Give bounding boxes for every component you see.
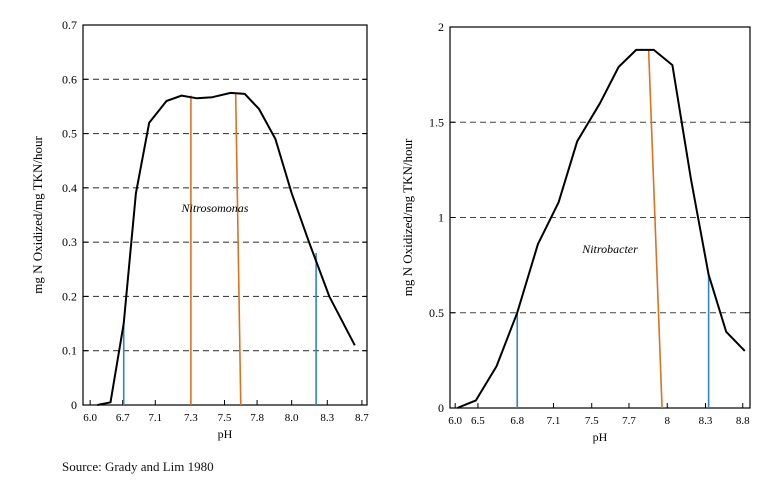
y-tick-label: 1.5: [429, 115, 444, 129]
x-tick-label: 8: [664, 415, 670, 427]
plot-frame: [82, 24, 368, 406]
x-tick-label: 6.7: [116, 412, 130, 424]
x-tick-label: 8.7: [355, 412, 369, 424]
y-tick-label: 0.6: [62, 72, 77, 86]
x-tick-label: 6.0: [448, 415, 462, 427]
y-tick-label: 0.7: [62, 18, 77, 32]
x-tick-label: 6.0: [83, 412, 97, 424]
y-tick-label: 0.2: [62, 289, 77, 303]
x-tick-label: 8.3: [699, 415, 713, 427]
x-tick-label: 7.5: [585, 415, 599, 427]
x-tick-label: 8.8: [736, 415, 750, 427]
x-tick-label: 7.3: [184, 412, 198, 424]
marker-line-2: [647, 49, 663, 409]
nitrosomonas-chart: 0 0.1 0.2 0.3 0.4 0.5 0.6 0.7 6.0 6.7 7.1 7.3 7.5 7.8…: [30, 18, 369, 441]
y-tick-label: 0: [71, 398, 77, 412]
x-tick-label: 7.5: [218, 412, 232, 424]
x-tick-label: 6.8: [510, 415, 524, 427]
x-tick-label: 7.7: [622, 415, 636, 427]
x-axis-label: pH: [593, 430, 608, 444]
x-tick-label: 7.8: [250, 412, 264, 424]
x-tick-label: 8.0: [285, 412, 299, 424]
organism-annotation: Nitrosomonas: [181, 201, 249, 215]
y-tick-label: 0.3: [62, 235, 77, 249]
x-tick-label: 6.5: [471, 415, 485, 427]
y-tick-label: 0.5: [62, 127, 77, 141]
x-tick-label: 8.3: [320, 412, 334, 424]
series-line: [97, 91, 356, 406]
y-axis-label: mg N Oxidized/mg TKN/hour: [30, 136, 45, 294]
nitrobacter-chart: 0 0.5 1 1.5 2 6.0 6.5 6.8 7.1 7.5 7.7 8 8.3 8.8 pH mg N…: [400, 20, 751, 444]
x-tick-label: 7.1: [547, 415, 561, 427]
x-tick-label: 7.1: [148, 412, 162, 424]
marker-line-3: [234, 93, 242, 406]
y-axis-label: mg N Oxidized/mg TKN/hour: [400, 138, 415, 296]
y-tick-label: 0.1: [62, 344, 77, 358]
y-tick-label: 1: [438, 211, 444, 225]
y-tick-label: 2: [438, 20, 444, 34]
y-tick-label: 0.5: [429, 306, 444, 320]
series-line: [456, 48, 746, 409]
x-axis-label: pH: [218, 427, 233, 441]
y-tick-label: 0.4: [62, 181, 77, 195]
source-caption: Source: Grady and Lim 1980: [62, 459, 214, 474]
organism-annotation: Nitrobacter: [581, 242, 638, 256]
y-tick-label: 0: [438, 401, 444, 415]
